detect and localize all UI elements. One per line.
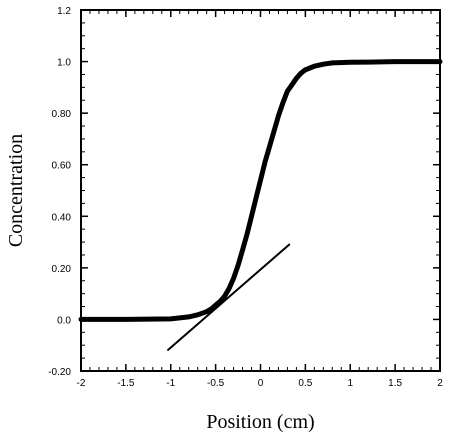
x-tick-label: -2	[77, 378, 86, 389]
x-tick-label: 1	[347, 378, 353, 389]
x-tick-label: -1	[166, 378, 175, 389]
y-tick-label: 0.80	[52, 109, 72, 120]
x-tick-label: -0.5	[207, 378, 225, 389]
concentration-profile-line	[78, 59, 443, 322]
plot-frame	[80, 9, 441, 372]
x-tick-label: 0.5	[298, 378, 312, 389]
y-tick-label: 1.2	[57, 6, 71, 17]
y-tick-label: 0.60	[52, 161, 72, 172]
tick-labels-layer: -2 -1.5 -1 -0.5 0 0.5 1 1.5 2 -0.20 0.0 0.20 0.40 0.6…	[48, 6, 443, 389]
x-tick-label: -1.5	[117, 378, 135, 389]
y-tick-label: 0.20	[52, 264, 72, 275]
y-tick-label: 0.0	[57, 315, 71, 326]
y-tick-label: 0.40	[52, 212, 72, 223]
y-axis-title: Concentration	[5, 134, 27, 247]
y-tick-label: 1.0	[57, 58, 71, 69]
x-tick-label: 0	[258, 378, 264, 389]
x-axis-title: Position (cm)	[206, 411, 314, 433]
tangent-line	[167, 243, 291, 351]
x-tick-label: 2	[437, 378, 443, 389]
x-tick-label: 1.5	[388, 378, 402, 389]
series-layer	[78, 59, 443, 351]
y-tick-label: -0.20	[48, 367, 71, 378]
